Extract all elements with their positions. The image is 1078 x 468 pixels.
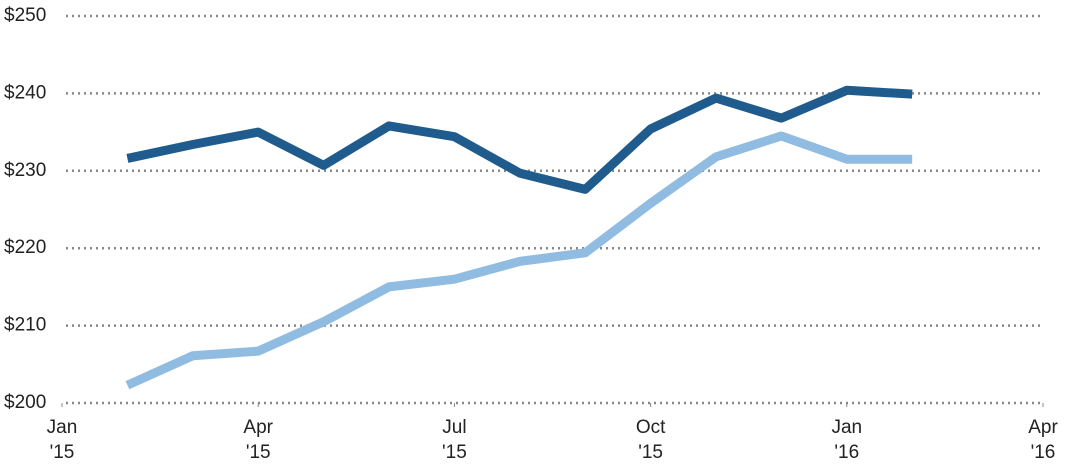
x-tick-label: Jan: [47, 417, 78, 438]
x-tick-label: Jul: [442, 417, 466, 438]
x-tick-label: Apr: [1028, 417, 1058, 438]
x-tick-label: '16: [1031, 442, 1056, 463]
x-tick-label: '15: [442, 442, 467, 463]
x-tick-label: '15: [50, 442, 75, 463]
x-tick-label: Oct: [636, 417, 666, 438]
y-tick-label: $250: [4, 5, 46, 26]
y-tick-label: $240: [4, 82, 46, 103]
y-tick-label: $200: [4, 392, 46, 413]
y-tick-label: $220: [4, 237, 46, 258]
x-tick-label: '15: [246, 442, 271, 463]
y-tick-label: $230: [4, 160, 46, 181]
x-tick-label: '15: [638, 442, 663, 463]
y-tick-label: $210: [4, 315, 46, 336]
series-line: [125, 131, 913, 390]
x-tick-label: '16: [834, 442, 859, 463]
x-tick-label: Jan: [831, 417, 862, 438]
x-tick-label: Apr: [243, 417, 273, 438]
series-line: [126, 85, 913, 194]
